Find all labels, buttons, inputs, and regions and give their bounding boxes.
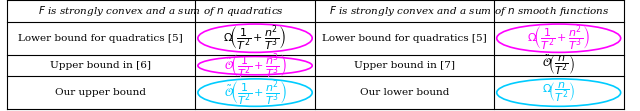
Text: $\Omega\!\left(\dfrac{n}{T^2}\right)$: $\Omega\!\left(\dfrac{n}{T^2}\right)$ — [542, 81, 575, 104]
Text: $\tilde{\mathcal{O}}\!\left(\dfrac{1}{T^2}+\dfrac{n^2}{T^3}\right)$: $\tilde{\mathcal{O}}\!\left(\dfrac{1}{T^… — [223, 78, 287, 108]
Text: $\tilde{\mathcal{O}}\!\left(\dfrac{n}{T^2}\right)$: $\tilde{\mathcal{O}}\!\left(\dfrac{n}{T^… — [542, 54, 575, 77]
Text: Our upper bound: Our upper bound — [55, 88, 147, 97]
Text: Upper bound in [7]: Upper bound in [7] — [354, 61, 455, 70]
Text: Lower bound for quadratics [5]: Lower bound for quadratics [5] — [19, 34, 183, 43]
Text: $\tilde{\mathcal{O}}\!\left(\dfrac{1}{T^2}+\dfrac{n^3}{T^3}\right)$: $\tilde{\mathcal{O}}\!\left(\dfrac{1}{T^… — [223, 51, 287, 81]
Text: $F$ is strongly convex and a sum of $n$ quadratics: $F$ is strongly convex and a sum of $n$ … — [38, 4, 284, 18]
Text: Upper bound in [6]: Upper bound in [6] — [51, 61, 151, 70]
Text: $\Omega\!\left(\dfrac{1}{T^2}+\dfrac{n^2}{T^3}\right)$: $\Omega\!\left(\dfrac{1}{T^2}+\dfrac{n^2… — [527, 23, 590, 53]
Text: Lower bound for quadratics [5]: Lower bound for quadratics [5] — [322, 34, 487, 43]
Text: $\Omega\!\left(\dfrac{1}{T^2}+\dfrac{n^2}{T^3}\right)$: $\Omega\!\left(\dfrac{1}{T^2}+\dfrac{n^2… — [223, 23, 287, 53]
Text: Our lower bound: Our lower bound — [360, 88, 449, 97]
Text: $F$ is strongly convex and a sum of $n$ smooth functions: $F$ is strongly convex and a sum of $n$ … — [329, 4, 610, 18]
